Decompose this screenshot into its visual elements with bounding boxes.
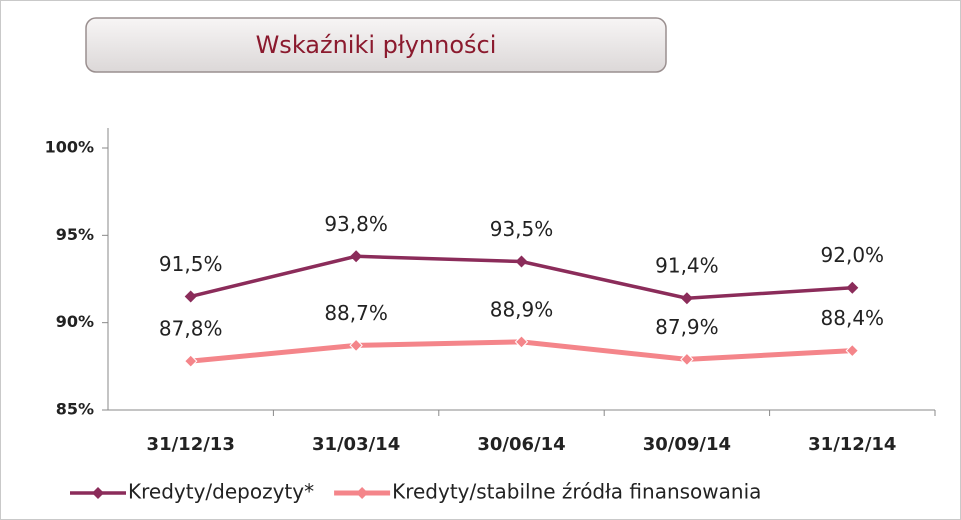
marker: [183, 354, 198, 368]
data-label: 88,9%: [490, 297, 554, 321]
data-label: 93,8%: [324, 212, 388, 236]
y-tick-label: 90%: [56, 312, 94, 331]
x-tick-label: 31/03/14: [312, 434, 400, 455]
title-box: [85, 17, 667, 73]
y-tick-label: 85%: [56, 400, 94, 419]
marker: [846, 281, 859, 294]
x-tick-label: 30/09/14: [643, 434, 731, 455]
x-tick-label: 31/12/14: [808, 434, 896, 455]
x-tick-label: 30/06/14: [477, 434, 565, 455]
x-tick-label: 31/12/13: [147, 434, 235, 455]
marker: [514, 335, 529, 349]
data-label: 87,8%: [159, 317, 223, 341]
marker: [515, 255, 528, 268]
data-label: 93,5%: [490, 217, 554, 241]
data-label: 88,7%: [324, 301, 388, 325]
legend-label: Kredyty/stabilne źródła finansowania: [392, 480, 761, 504]
marker: [680, 352, 694, 367]
data-label: 91,4%: [655, 254, 719, 278]
y-tick-label: 100%: [45, 138, 94, 157]
chart-title: Wskaźniki płynności: [256, 31, 497, 59]
marker: [845, 343, 860, 358]
data-label: 88,4%: [821, 306, 885, 330]
legend-marker: [92, 487, 104, 499]
legend-label: Kredyty/depozyty*: [128, 480, 314, 504]
marker: [680, 292, 693, 305]
marker: [349, 338, 363, 353]
data-label: 87,9%: [655, 315, 719, 339]
marker: [350, 250, 363, 263]
data-label: 91,5%: [159, 252, 223, 276]
data-label: 92,0%: [821, 243, 885, 267]
legend-marker: [356, 487, 369, 499]
marker: [184, 290, 197, 303]
y-tick-label: 95%: [56, 225, 94, 244]
